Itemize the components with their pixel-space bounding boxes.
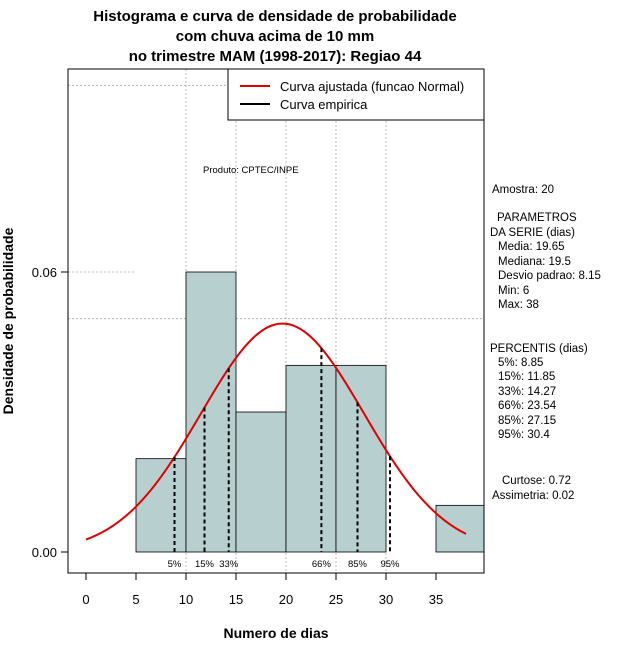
percentis-header: PERCENTIS (dias): [490, 343, 588, 355]
histogram-bar-6: [435, 504, 485, 553]
params-header: PARAMETROS: [497, 212, 577, 224]
axes: 0 5 10 15 20 25 30 35 0.00 0.06: [32, 265, 444, 607]
histogram-bar-4: [335, 364, 387, 553]
chart-title-line-3: no trimestre MAM (1998-2017): Regiao 44: [129, 48, 422, 65]
percentil-15: 15%: 11.85: [498, 371, 555, 383]
x-axis-label: Numero de dias: [223, 625, 328, 641]
curtose: Curtose: 0.72: [502, 475, 571, 487]
param-mediana: Mediana: 19.5: [498, 256, 571, 268]
histogram-bar-2: [235, 411, 287, 553]
y-tick-label-1: 0.06: [32, 265, 57, 280]
percentil-66: 66%: 23.54: [498, 400, 557, 412]
x-tick-label-3: 15: [229, 592, 243, 607]
sample-size: Amostra: 20: [492, 184, 554, 196]
params-subheader: DA SERIE (dias): [490, 227, 575, 239]
percentile-label-2: 33%: [219, 559, 239, 570]
param-min: Min: 6: [498, 285, 529, 297]
percentil-95: 95%: 30.4: [498, 429, 550, 441]
param-desvio: Desvio padrao: 8.15: [498, 270, 601, 282]
histogram-bars: [135, 271, 485, 553]
histogram-bar-0: [135, 458, 187, 553]
assimetria: Assimetria: 0.02: [492, 490, 574, 502]
normal-curve-layer: [85, 322, 467, 541]
legend-label-fitted-curve: Curva ajustada (funcao Normal): [280, 79, 464, 94]
percentile-label-4: 85%: [348, 559, 368, 570]
stats-panel: Amostra: 20 PARAMETROS DA SERIE (dias) M…: [490, 184, 601, 502]
percentile-lines: 5% 15% 33% 66% 85% 95%: [168, 348, 400, 570]
legend-label-empirical-curve: Curva empirica: [280, 97, 368, 112]
y-axis-label: Densidade de probabilidade: [0, 227, 16, 414]
x-tick-label-6: 30: [379, 592, 393, 607]
percentile-label-5: 95%: [380, 559, 400, 570]
x-tick-label-7: 35: [429, 592, 443, 607]
product-annotation: Produto: CPTEC/INPE: [203, 165, 299, 176]
percentile-label-1: 15%: [195, 559, 215, 570]
x-tick-label-0: 0: [82, 592, 89, 607]
chart-title-line-2: com chuva acima de 10 mm: [176, 28, 374, 45]
x-tick-label-5: 25: [329, 592, 343, 607]
x-tick-label-4: 20: [279, 592, 293, 607]
percentile-label-3: 66%: [312, 559, 332, 570]
percentil-33: 33%: 14.27: [498, 386, 556, 398]
y-tick-label-0: 0.00: [32, 545, 57, 560]
chart-title-line-1: Histograma e curva de densidade de proba…: [93, 8, 456, 25]
percentile-label-0: 5%: [168, 559, 182, 570]
histogram-bar-3: [285, 364, 337, 553]
legend-box: [227, 68, 485, 121]
x-tick-label-2: 10: [179, 592, 193, 607]
param-media: Media: 19.65: [498, 241, 565, 253]
percentil-5: 5%: 8.85: [498, 357, 543, 369]
x-tick-label-1: 5: [132, 592, 139, 607]
normal-fit-curve: [85, 322, 467, 541]
histogram-bar-1: [185, 271, 237, 553]
legend: Curva ajustada (funcao Normal) Curva emp…: [227, 68, 485, 121]
param-max: Max: 38: [498, 299, 539, 311]
percentil-85: 85%: 27.15: [498, 415, 556, 427]
